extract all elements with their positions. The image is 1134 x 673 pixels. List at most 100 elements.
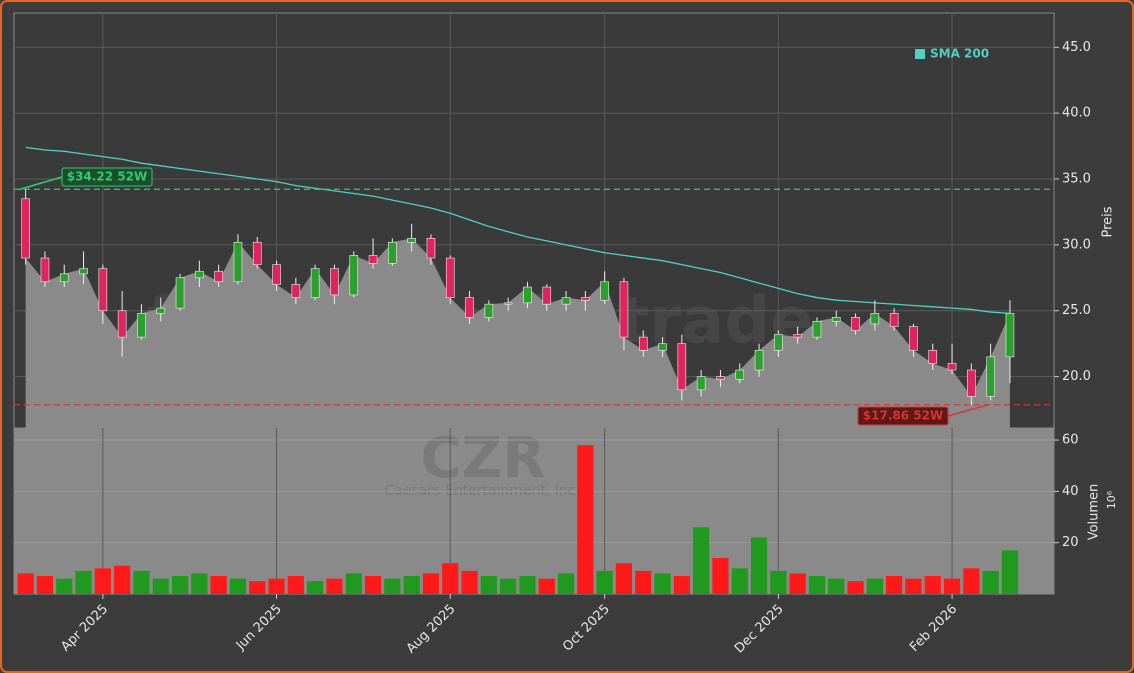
y-tick-label: 60 bbox=[1062, 433, 1079, 448]
candle-body bbox=[600, 281, 609, 301]
candle-body bbox=[465, 297, 474, 318]
candle-body bbox=[889, 313, 899, 327]
volume-bar bbox=[442, 563, 459, 594]
volume-bar bbox=[596, 570, 613, 594]
candle-body bbox=[503, 302, 513, 305]
volume-bar bbox=[345, 573, 362, 594]
candle-body bbox=[774, 334, 783, 351]
y-tick-label: 20 bbox=[1062, 535, 1079, 550]
candle-body bbox=[252, 241, 262, 265]
candle-body bbox=[330, 268, 339, 296]
volume-bar bbox=[654, 573, 671, 594]
candle-body bbox=[368, 255, 378, 264]
candle-body bbox=[986, 356, 995, 397]
candle-body bbox=[831, 317, 841, 322]
volume-bar bbox=[538, 578, 555, 594]
candle-body bbox=[291, 284, 301, 298]
candle-body bbox=[677, 343, 687, 391]
volume-bar bbox=[712, 558, 729, 594]
volume-bar bbox=[56, 578, 73, 594]
volume-bar bbox=[36, 576, 54, 594]
volume-bar bbox=[577, 445, 594, 594]
volume-bar bbox=[789, 573, 806, 594]
candle-body bbox=[310, 268, 320, 298]
close-area bbox=[25, 238, 1010, 428]
y-tick-label: 35.0 bbox=[1062, 172, 1091, 187]
y-tick-label: 45.0 bbox=[1062, 40, 1091, 55]
candle-body bbox=[175, 277, 185, 309]
candle-body bbox=[542, 286, 552, 305]
volume-bar bbox=[963, 568, 980, 594]
volume-bar bbox=[673, 576, 690, 594]
candle-body bbox=[523, 286, 532, 304]
y-tick-label: 40.0 bbox=[1062, 106, 1091, 121]
volume-bar bbox=[480, 576, 497, 594]
volume-bar bbox=[866, 578, 883, 594]
volume-bar bbox=[1001, 550, 1019, 594]
candle-body bbox=[349, 255, 359, 296]
volume-bar bbox=[210, 576, 227, 594]
volume-bar bbox=[287, 576, 304, 594]
volume-bar bbox=[114, 565, 131, 594]
y-axis-label: Preis bbox=[1101, 206, 1116, 237]
volume-bar bbox=[731, 568, 748, 594]
candle-body bbox=[1005, 313, 1015, 358]
volume-bar bbox=[422, 573, 440, 594]
candle-body bbox=[581, 297, 590, 301]
candle-body bbox=[812, 320, 822, 338]
candle-body bbox=[388, 241, 397, 264]
watermark-symbol: CZR bbox=[421, 426, 546, 491]
candle-body bbox=[484, 303, 494, 318]
volume-bar bbox=[191, 573, 208, 594]
candle-body bbox=[445, 257, 455, 298]
candle-body bbox=[195, 270, 204, 279]
volume-bar bbox=[500, 578, 517, 594]
volume-bar bbox=[133, 570, 150, 594]
volume-bar bbox=[519, 576, 536, 594]
volume-bar bbox=[886, 576, 903, 594]
volume-bar bbox=[557, 573, 575, 594]
candle-body bbox=[137, 313, 146, 338]
volume-bar bbox=[152, 578, 169, 594]
candle-body bbox=[426, 237, 436, 259]
candle-body bbox=[59, 273, 69, 283]
annotation-label: $34.22 52W bbox=[67, 170, 147, 184]
candle-body bbox=[233, 241, 243, 283]
candle-body bbox=[754, 349, 764, 371]
y-tick-label: 30.0 bbox=[1062, 237, 1091, 252]
volume-bar bbox=[229, 578, 247, 594]
y-axis-unit: 10⁶ bbox=[1105, 490, 1118, 509]
candle-body bbox=[619, 281, 629, 338]
volume-bar bbox=[750, 537, 768, 594]
candle-body bbox=[909, 326, 918, 351]
candle-body bbox=[407, 237, 416, 243]
candle-body bbox=[272, 264, 281, 285]
volume-bar bbox=[364, 576, 382, 594]
y-axis-label: Volumen bbox=[1087, 484, 1102, 541]
volume-bar bbox=[924, 576, 941, 594]
volume-bar bbox=[693, 527, 710, 594]
candle-body bbox=[21, 198, 30, 259]
volume-bar bbox=[268, 578, 285, 594]
volume-bar bbox=[326, 578, 343, 594]
candle-body bbox=[735, 369, 745, 380]
legend-swatch bbox=[915, 49, 925, 59]
volume-bar bbox=[943, 578, 961, 594]
volume-bar bbox=[384, 578, 401, 594]
candle-body bbox=[79, 268, 88, 275]
candle-body bbox=[156, 307, 166, 314]
candle-body bbox=[98, 268, 108, 312]
volume-bar bbox=[905, 578, 922, 594]
annotation-label: $17.86 52W bbox=[863, 409, 943, 423]
candle-body bbox=[638, 336, 648, 351]
volume-bar bbox=[828, 578, 845, 594]
annotation-arrow bbox=[19, 176, 63, 190]
volume-bar bbox=[615, 563, 633, 594]
candle-body bbox=[214, 270, 223, 283]
y-tick-label: 25.0 bbox=[1062, 303, 1091, 318]
sma-line bbox=[25, 146, 1010, 315]
volume-bar bbox=[94, 568, 111, 594]
volume-bar bbox=[171, 576, 189, 594]
volume-bar bbox=[635, 570, 652, 594]
